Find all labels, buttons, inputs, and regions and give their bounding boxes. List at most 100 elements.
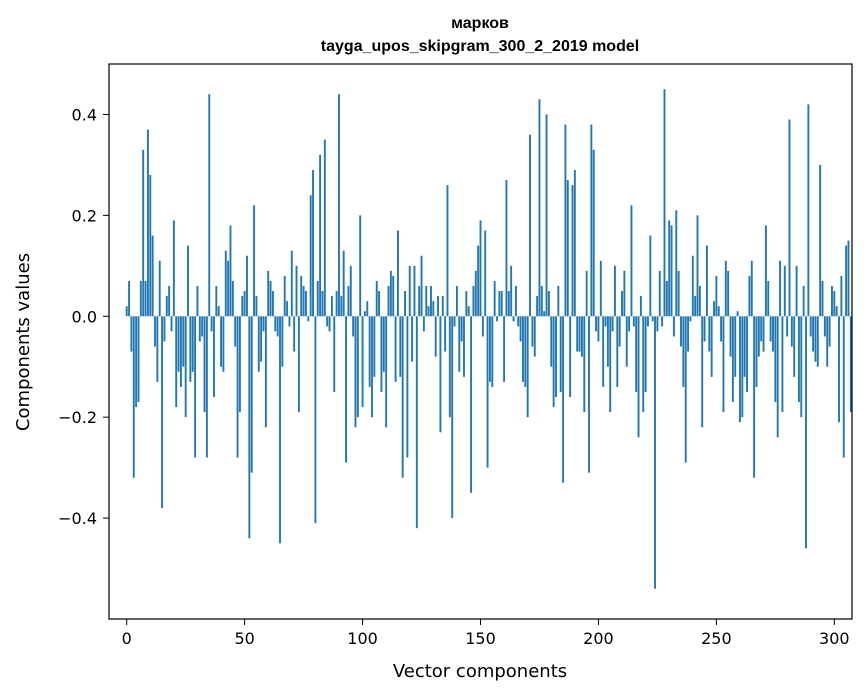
x-tick-label: 200 — [583, 629, 614, 648]
bar — [444, 316, 447, 352]
bar — [187, 245, 189, 317]
bar — [816, 316, 819, 367]
chart-title: марков — [451, 15, 509, 32]
bar — [170, 316, 173, 332]
bar — [253, 205, 256, 317]
bar — [281, 316, 284, 367]
bar — [146, 129, 149, 317]
bar — [326, 316, 329, 327]
bar — [132, 316, 135, 478]
bar — [625, 316, 628, 367]
bar — [578, 316, 581, 352]
bar — [510, 265, 513, 317]
bar — [753, 316, 756, 478]
bar — [137, 316, 140, 403]
bar — [267, 270, 270, 317]
bar — [437, 296, 439, 317]
bar — [394, 316, 397, 382]
bar — [833, 291, 836, 317]
bar — [229, 225, 232, 317]
bar — [305, 291, 307, 317]
bar — [380, 316, 383, 392]
bar — [698, 286, 701, 317]
bar — [432, 301, 435, 317]
bar — [321, 291, 324, 317]
y-tick-label: −0.4 — [58, 509, 97, 528]
x-axis-ticks: 0 50 100 150 200 250 300 — [122, 619, 850, 648]
bar — [689, 316, 692, 322]
y-tick-label: 0.0 — [72, 307, 97, 326]
bar — [465, 291, 468, 317]
bar — [609, 316, 612, 413]
bar — [623, 270, 626, 317]
bar — [481, 316, 484, 337]
bar — [557, 286, 560, 317]
bar — [139, 280, 142, 317]
bar — [800, 316, 803, 418]
bar — [328, 316, 331, 332]
bar — [151, 235, 154, 317]
bar — [314, 316, 317, 524]
bar — [630, 205, 633, 317]
bar — [788, 119, 791, 317]
bar — [580, 316, 583, 357]
bar — [720, 316, 723, 342]
bar — [142, 149, 145, 317]
bar — [463, 316, 465, 377]
bar — [635, 316, 638, 392]
bar — [793, 316, 796, 377]
bar — [802, 286, 805, 317]
bar — [762, 316, 765, 352]
bar — [828, 316, 831, 347]
bar — [781, 316, 784, 413]
bar — [571, 185, 574, 317]
bar — [366, 301, 369, 317]
bar — [849, 316, 852, 413]
bar — [479, 220, 482, 317]
bar — [276, 316, 279, 337]
y-axis-label: Components values — [13, 253, 34, 431]
bar — [583, 316, 586, 413]
bar — [406, 316, 409, 458]
bar — [835, 306, 838, 317]
y-tick-label: 0.2 — [72, 206, 97, 225]
bar — [543, 311, 546, 317]
bar — [262, 316, 265, 332]
bar — [842, 316, 845, 458]
bar — [290, 250, 293, 317]
bar — [392, 275, 395, 317]
bar — [269, 280, 272, 317]
bar — [727, 270, 730, 317]
bar — [665, 280, 668, 317]
bar — [614, 265, 616, 317]
bar — [713, 301, 715, 317]
bar — [538, 99, 541, 317]
bar — [279, 316, 281, 544]
bar — [217, 306, 220, 317]
bar — [616, 316, 619, 387]
bar — [165, 296, 168, 317]
bar — [724, 260, 727, 317]
bar — [779, 260, 782, 317]
bar — [125, 306, 128, 317]
bar — [335, 291, 338, 317]
bar — [309, 195, 312, 317]
bar — [729, 316, 732, 357]
bar — [359, 215, 362, 317]
bar — [189, 316, 192, 382]
bar — [182, 316, 185, 367]
bar — [826, 316, 829, 367]
bar — [255, 296, 258, 317]
bar — [611, 316, 614, 332]
bar — [767, 280, 770, 317]
bars-group — [125, 89, 852, 589]
bar — [297, 316, 300, 413]
bar — [642, 316, 645, 413]
chart-subtitle: tayga_upos_skipgram_300_2_2019 model — [321, 38, 639, 55]
bar — [434, 316, 437, 357]
bar — [639, 296, 642, 317]
bar — [776, 316, 779, 438]
bar — [425, 286, 428, 317]
bar — [196, 286, 199, 317]
bar — [191, 316, 194, 372]
